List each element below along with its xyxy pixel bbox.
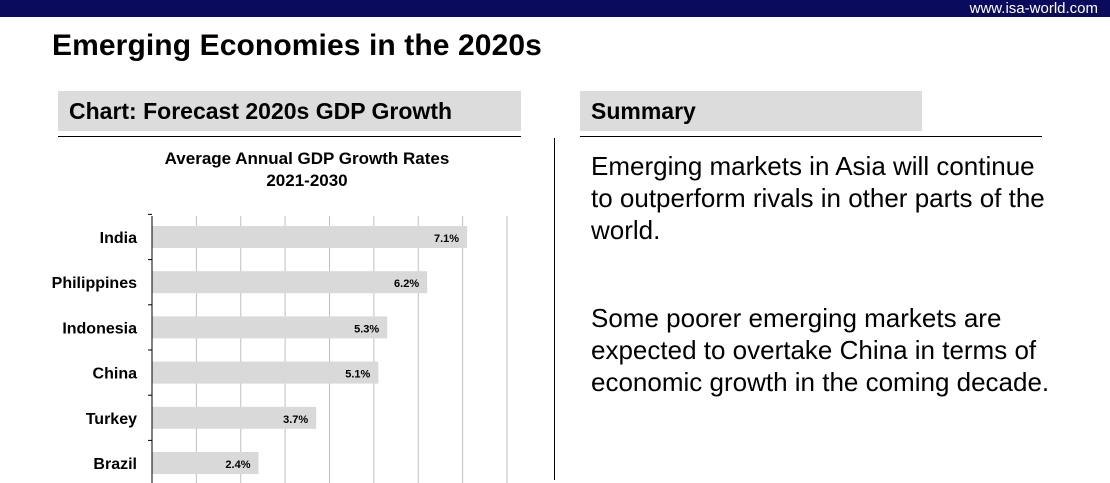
bar (152, 406, 317, 429)
category-label: Turkey (86, 411, 137, 428)
data-label: 5.1% (345, 369, 370, 381)
site-url[interactable]: www.isa-world.com (969, 0, 1098, 17)
summary-paragraph-2: Some poorer emerging markets are expecte… (591, 303, 1050, 397)
bar (152, 226, 468, 248)
chart-title: Average Annual GDP Growth Rates (165, 149, 450, 168)
data-label: 6.2% (394, 278, 419, 290)
chart-panel-divider (58, 136, 521, 137)
gdp-growth-chart: Average Annual GDP Growth Rates 2021-203… (52, 149, 508, 483)
data-label: 2.4% (225, 459, 250, 471)
data-label: 5.3% (354, 323, 379, 335)
summary-panel-divider (580, 136, 1042, 137)
chart-panel-header: Chart: Forecast 2020s GDP Growth (58, 91, 521, 131)
bar (152, 452, 259, 474)
category-label: Indonesia (62, 320, 137, 337)
top-bar: www.isa-world.com (0, 0, 1110, 17)
category-label: Philippines (52, 275, 137, 292)
bar (152, 271, 428, 294)
category-label: India (100, 230, 137, 247)
chart-subtitle: 2021-2030 (266, 171, 347, 190)
data-label: 7.1% (434, 233, 459, 245)
page-title: Emerging Economies in the 2020s (52, 29, 542, 62)
data-label: 3.7% (283, 414, 308, 426)
summary-panel-header: Summary (580, 91, 922, 131)
bar (152, 316, 388, 339)
category-label: Brazil (93, 456, 137, 473)
panel-separator (554, 138, 555, 480)
bar (152, 361, 379, 384)
category-label: China (93, 366, 138, 383)
summary-paragraph-1: Emerging markets in Asia will continue t… (591, 151, 1045, 245)
